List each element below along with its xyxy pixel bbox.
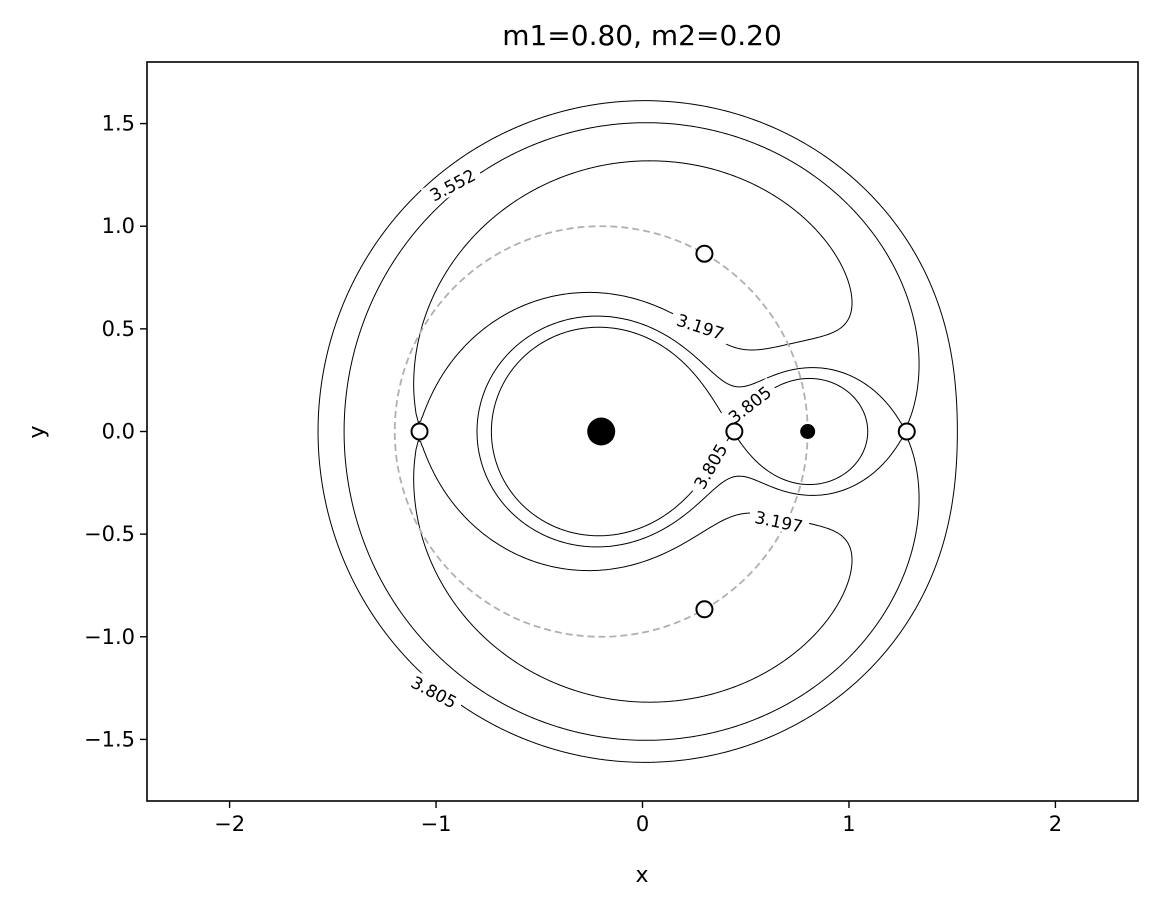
lagrange-point-l5 bbox=[695, 600, 714, 619]
x-tick-label: 0 bbox=[636, 812, 649, 836]
y-tick-label: 0.5 bbox=[102, 317, 135, 341]
y-tick-label: 0.0 bbox=[102, 420, 135, 444]
contour-label-bg bbox=[420, 161, 484, 208]
contour-label-bg bbox=[719, 377, 780, 431]
x-tick-label: −1 bbox=[421, 812, 452, 836]
axes: −2 −1 0 1 2 −1.5 −1.0 −0.5 0.0 0.5 1.0 1.5 bbox=[84, 61, 1139, 836]
y-tick-label: −1.5 bbox=[84, 727, 135, 751]
x-axis-label: x bbox=[635, 863, 648, 888]
lagrange-point-l3 bbox=[410, 422, 429, 441]
secondary-mass-marker bbox=[800, 424, 816, 439]
y-tick-label: −1.0 bbox=[84, 625, 135, 649]
contour-line-3-197 bbox=[413, 160, 853, 703]
y-tick-label: 1.0 bbox=[102, 214, 135, 238]
contour-label-bg bbox=[747, 504, 811, 537]
contour-line-3-552 bbox=[343, 122, 920, 741]
primary-mass-marker bbox=[587, 417, 616, 446]
contour-label-bg bbox=[403, 668, 466, 715]
chart-title: m1=0.80, m2=0.20 bbox=[502, 19, 782, 52]
y-tick-label: −0.5 bbox=[84, 522, 135, 546]
lagrange-point-l4 bbox=[695, 244, 714, 263]
x-tick-label: −2 bbox=[214, 812, 245, 836]
lagrange-point-l2 bbox=[897, 422, 916, 441]
x-tick-label: 2 bbox=[1049, 812, 1062, 836]
contour-label-group: 3.197 bbox=[747, 504, 811, 538]
lagrange-point-l1 bbox=[725, 422, 744, 441]
y-axis-label: y bbox=[25, 425, 50, 438]
contour-label-bg bbox=[668, 307, 733, 345]
y-tick-label: 1.5 bbox=[102, 112, 135, 136]
contour-line-3-805 bbox=[317, 100, 958, 763]
contour-label-bg bbox=[686, 434, 734, 497]
x-tick-label: 1 bbox=[842, 812, 855, 836]
